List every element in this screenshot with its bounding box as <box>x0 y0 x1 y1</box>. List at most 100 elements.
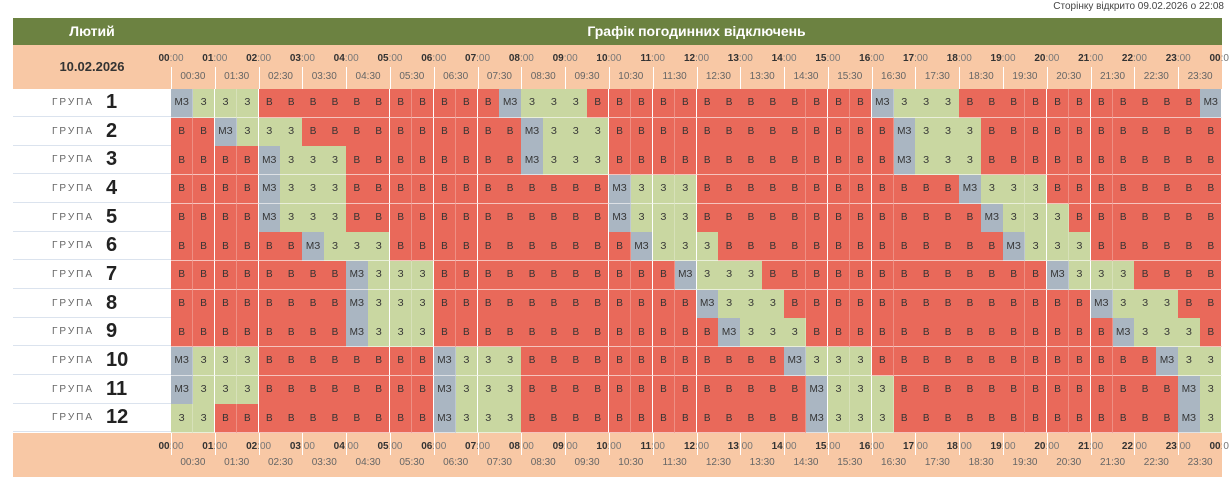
group-number: 6 <box>106 234 118 257</box>
axis-tick <box>171 433 172 455</box>
schedule-cell: В <box>652 404 676 434</box>
schedule-cell: В <box>389 203 413 233</box>
schedule-cell: В <box>368 375 391 405</box>
axis-tick <box>1222 67 1223 89</box>
schedule-cell: З <box>827 375 851 405</box>
schedule-cell: МЗ <box>893 117 916 147</box>
schedule-cell: В <box>937 203 960 233</box>
schedule-cell: В <box>587 89 610 118</box>
schedule-cell: В <box>784 117 807 147</box>
schedule-cell: В <box>674 289 697 319</box>
schedule-cell: В <box>1046 174 1070 204</box>
schedule-cell: В <box>1156 89 1179 118</box>
schedule-cell: В <box>652 89 676 118</box>
group-label: ГРУПА 5 <box>13 203 171 232</box>
schedule-cell: З <box>1178 346 1201 376</box>
schedule-cell: В <box>827 203 851 233</box>
schedule-cell: В <box>302 89 325 118</box>
schedule-cell: В <box>718 117 741 147</box>
group-number: 8 <box>106 291 118 314</box>
schedule-cell: В <box>871 346 895 376</box>
schedule-cell: В <box>1178 203 1201 233</box>
schedule-cell: В <box>499 232 522 262</box>
axis-tick <box>346 433 348 455</box>
schedule-cell: В <box>1134 203 1157 233</box>
hour-tick-label: 15:00 <box>815 53 841 64</box>
schedule-cell: В <box>805 260 829 290</box>
schedule-cell: В <box>1068 346 1092 376</box>
schedule-cell: В <box>893 289 916 319</box>
schedule-cell: З <box>280 174 303 204</box>
schedule-cell: В <box>499 203 522 233</box>
schedule-cell: В <box>433 260 457 290</box>
schedule-cell: В <box>411 232 435 262</box>
axis-tick <box>959 67 961 89</box>
group-number: 10 <box>106 348 129 371</box>
schedule-cell: В <box>258 232 281 262</box>
hour-tick-label: 06:00 <box>421 53 447 64</box>
schedule-cell: З <box>1156 318 1179 348</box>
schedule-cell: З <box>411 318 435 348</box>
schedule-cell: В <box>236 174 260 204</box>
schedule-cell: В <box>981 232 1004 262</box>
schedule-cell: В <box>236 146 260 176</box>
half-hour-tick-label: 05:30 <box>399 71 425 82</box>
schedule-cell: В <box>455 117 479 147</box>
schedule-cell: В <box>171 260 194 290</box>
schedule-cell: З <box>192 404 216 434</box>
schedule-cell: МЗ <box>1003 232 1026 262</box>
schedule-cell: В <box>893 260 916 290</box>
schedule-cell: В <box>827 174 851 204</box>
schedule-cell: В <box>674 375 697 405</box>
schedule-cell: З <box>477 375 500 405</box>
schedule-cell: З <box>389 318 413 348</box>
schedule-cell: В <box>652 289 676 319</box>
schedule-cell: В <box>346 117 369 147</box>
axis-tick <box>214 433 216 455</box>
schedule-cell: В <box>630 89 654 118</box>
schedule-cell: В <box>1112 404 1135 434</box>
schedule-cell: В <box>740 232 763 262</box>
schedule-cell: В <box>433 89 457 118</box>
schedule-cell: В <box>1200 318 1223 348</box>
schedule-cell: В <box>849 174 873 204</box>
schedule-cell: В <box>455 146 479 176</box>
schedule-cell: В <box>1068 89 1092 118</box>
schedule-cell: В <box>762 89 785 118</box>
schedule-cell: З <box>280 203 303 233</box>
schedule-cell: В <box>1024 346 1048 376</box>
half-hour-tick-label: 10:30 <box>618 457 644 468</box>
schedule-cell: В <box>1090 346 1114 376</box>
schedule-cell: В <box>740 404 763 434</box>
schedule-cell: З <box>652 203 676 233</box>
half-hour-tick-label: 09:30 <box>574 457 600 468</box>
schedule-cell: В <box>433 318 457 348</box>
schedule-cell: З <box>236 375 260 405</box>
schedule-cell: В <box>1156 404 1179 434</box>
schedule-cell: В <box>543 289 566 319</box>
schedule-cell: З <box>1134 318 1157 348</box>
half-hour-tick-label: 01:30 <box>224 457 250 468</box>
schedule-cell: В <box>389 232 413 262</box>
axis-tick <box>1090 433 1092 455</box>
schedule-cell: В <box>587 289 610 319</box>
schedule-cell: В <box>1068 318 1092 348</box>
schedule-cell: З <box>696 232 719 262</box>
schedule-cell: З <box>587 117 610 147</box>
schedule-cell: В <box>455 232 479 262</box>
schedule-cell: В <box>1200 146 1223 176</box>
schedule-cell: В <box>849 289 873 319</box>
schedule-cell: В <box>1112 117 1135 147</box>
axis-tick <box>433 67 435 89</box>
schedule-cell: З <box>871 375 895 405</box>
schedule-cell: В <box>608 404 632 434</box>
group-label: ГРУПА 6 <box>13 232 171 261</box>
schedule-cell: В <box>959 232 982 262</box>
schedule-cell: З <box>630 203 654 233</box>
schedule-cell: В <box>214 232 238 262</box>
schedule-cell: В <box>1024 89 1048 118</box>
schedule-cell: В <box>762 174 785 204</box>
schedule-cell: В <box>937 346 960 376</box>
schedule-cell: В <box>1112 203 1135 233</box>
hour-tick-label: 10:00 <box>596 53 622 64</box>
